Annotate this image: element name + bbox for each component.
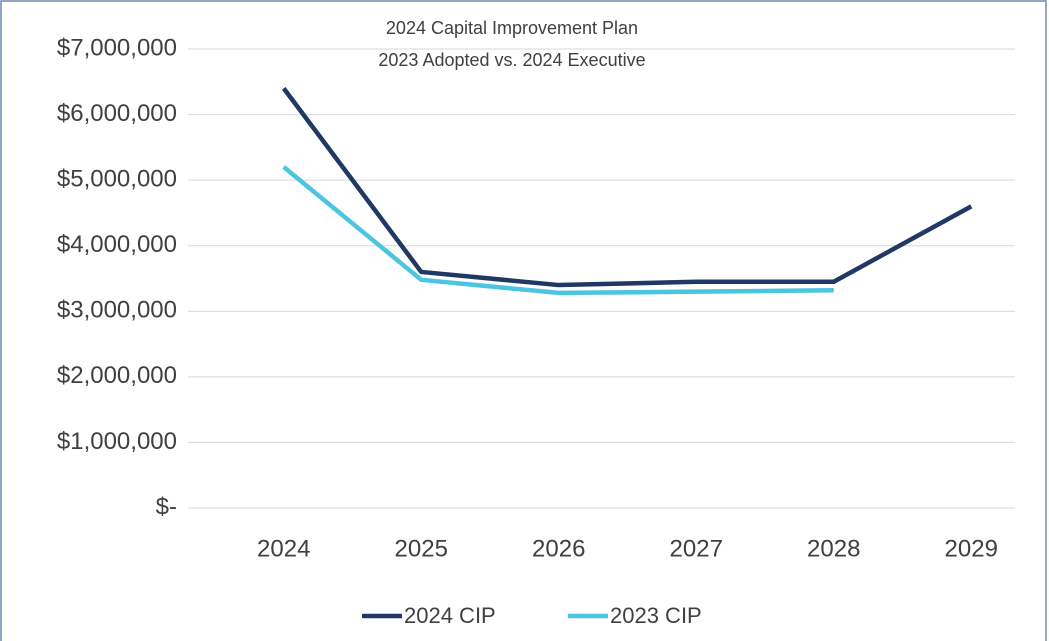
series-line	[282, 165, 834, 296]
y-tick-label: $5,000,000	[57, 165, 177, 192]
legend-label: 2024 CIP	[404, 603, 496, 628]
y-tick-label: $6,000,000	[57, 100, 177, 127]
y-tick-label: $3,000,000	[57, 297, 177, 324]
x-tick-label: 2029	[945, 535, 998, 562]
y-tick-label: $7,000,000	[57, 34, 177, 61]
x-tick-label: 2028	[807, 535, 860, 562]
x-tick-label: 2026	[532, 535, 585, 562]
chart-subtitle: 2023 Adopted vs. 2024 Executive	[378, 50, 645, 70]
chart-title: 2024 Capital Improvement Plan	[386, 18, 638, 38]
y-tick-label: $-	[156, 493, 177, 520]
y-tick-label: $4,000,000	[57, 231, 177, 258]
x-tick-label: 2024	[257, 535, 310, 562]
x-tick-label: 2027	[670, 535, 723, 562]
x-tick-label: 2025	[395, 535, 448, 562]
y-tick-label: $2,000,000	[57, 362, 177, 389]
legend-label: 2023 CIP	[610, 603, 702, 628]
series-line	[281, 86, 973, 288]
y-tick-label: $1,000,000	[57, 428, 177, 455]
